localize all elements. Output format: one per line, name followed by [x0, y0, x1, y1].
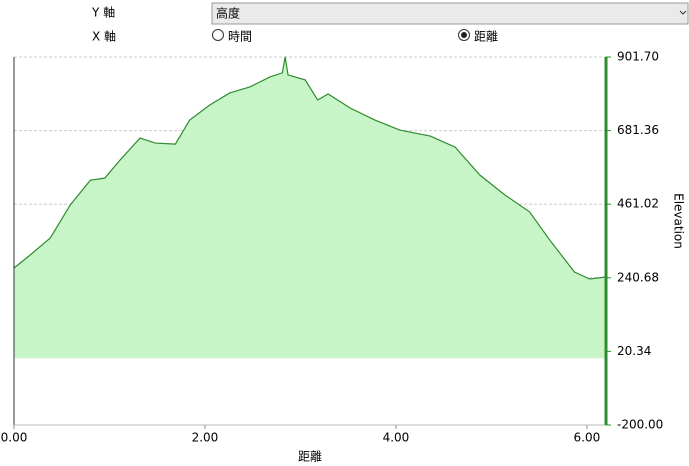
x-tick-label: 4.00 [383, 431, 410, 445]
y-axis-title: Elevation [672, 193, 686, 249]
x-axis-label: X 軸 [92, 30, 116, 44]
dropdown-value: 高度 [216, 6, 240, 21]
area-fill [14, 56, 606, 359]
x-tick-label: 6.00 [574, 431, 601, 445]
x-tick-label: 0.00 [1, 431, 28, 445]
y-tick-label: 901.70 [617, 50, 659, 64]
y-tick-label: 461.02 [617, 197, 659, 211]
y-axis-dropdown[interactable] [211, 2, 689, 25]
y-tick-label: 240.68 [617, 270, 659, 284]
x-tick-label: 2.00 [192, 431, 219, 445]
y-tick-label: 681.36 [617, 123, 659, 137]
radio-dot [461, 32, 467, 38]
x-axis-title: 距離 [298, 450, 322, 464]
radio-label: 距離 [474, 30, 498, 44]
radio-label: 時間 [228, 30, 252, 44]
radio-button[interactable] [212, 29, 224, 41]
y-axis-label: Y 軸 [91, 6, 115, 20]
elevation-line [13, 56, 607, 280]
dropdown-arrow [679, 10, 687, 15]
y-tick-label: -200.00 [617, 418, 663, 432]
y-tick-label: 20.34 [617, 344, 651, 358]
